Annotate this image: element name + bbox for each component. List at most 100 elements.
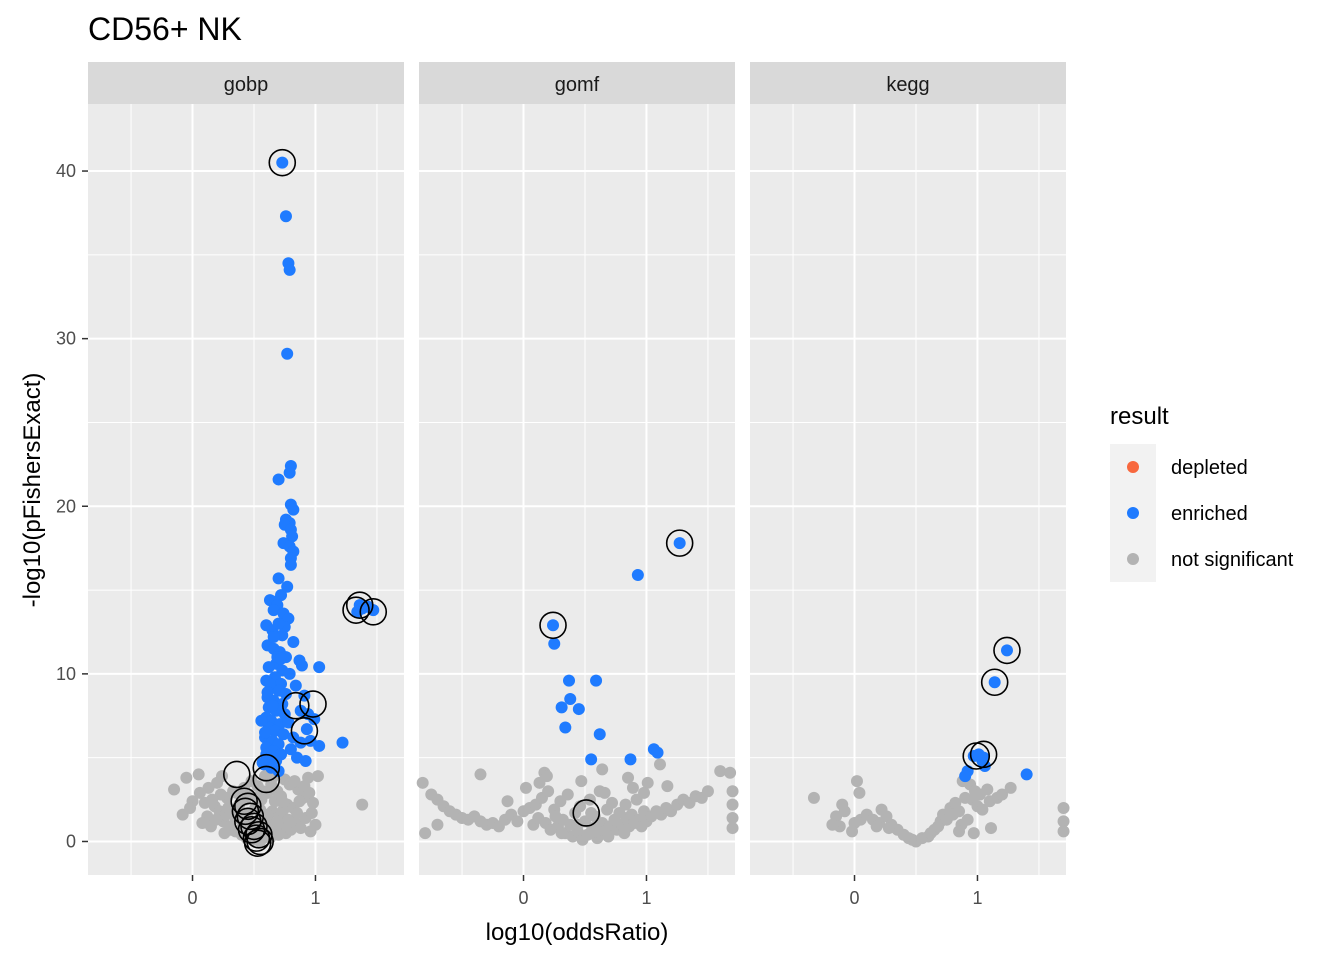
point-not-significant — [701, 785, 714, 798]
legend-key-not-significant — [1127, 553, 1139, 565]
highlight-ring — [290, 717, 319, 745]
point-enriched — [281, 580, 294, 593]
point-not-significant — [209, 813, 222, 826]
point-not-significant — [641, 776, 654, 789]
point-not-significant — [807, 791, 820, 804]
point-enriched — [959, 770, 972, 783]
y-axis-title: -log10(pFishersExact) — [19, 373, 46, 608]
point-enriched — [988, 676, 1001, 689]
point-not-significant — [309, 818, 322, 831]
point-enriched — [287, 636, 300, 649]
x-tick-label: 0 — [519, 888, 529, 908]
point-not-significant — [501, 795, 514, 808]
point-not-significant — [419, 827, 432, 840]
point-not-significant — [1057, 825, 1070, 838]
point-not-significant — [1057, 815, 1070, 828]
point-not-significant — [549, 810, 562, 823]
point-enriched — [590, 674, 603, 687]
point-not-significant — [653, 758, 666, 771]
point-not-significant — [575, 775, 588, 788]
point-not-significant — [1057, 801, 1070, 814]
point-not-significant — [180, 771, 193, 784]
point-not-significant — [996, 788, 1009, 801]
point-not-significant — [826, 818, 839, 831]
point-not-significant — [311, 770, 324, 783]
highlight-ring — [252, 753, 281, 782]
point-not-significant — [305, 806, 318, 819]
point-enriched — [593, 728, 606, 741]
point-enriched — [631, 568, 644, 581]
point-not-significant — [953, 825, 966, 838]
point-not-significant — [981, 783, 994, 796]
point-not-significant — [726, 785, 739, 798]
facet-points — [416, 529, 739, 846]
point-not-significant — [239, 793, 252, 806]
highlight-ring — [345, 591, 374, 619]
point-enriched — [559, 721, 572, 734]
point-not-significant — [870, 820, 883, 833]
highlight-ring — [240, 812, 268, 841]
point-not-significant — [622, 771, 635, 784]
point-enriched — [313, 739, 326, 752]
point-enriched — [284, 558, 297, 571]
point-enriched — [555, 701, 568, 714]
x-tick-label: 0 — [188, 888, 198, 908]
point-enriched — [299, 755, 312, 768]
facet-gomf: gomf 0 1 — [416, 62, 739, 908]
point-not-significant — [202, 781, 215, 794]
point-enriched — [279, 210, 292, 223]
point-enriched — [267, 604, 280, 617]
point-not-significant — [294, 822, 307, 835]
facet-strip-label: kegg — [886, 74, 929, 96]
point-enriched — [272, 572, 285, 585]
point-enriched — [1000, 644, 1013, 657]
highlight-ring — [231, 797, 260, 826]
legend-key-depleted — [1127, 461, 1139, 473]
point-not-significant — [585, 806, 598, 819]
point-enriched — [336, 736, 349, 749]
point-not-significant — [961, 813, 974, 826]
highlight-ring — [243, 829, 272, 857]
point-enriched — [547, 619, 560, 632]
point-enriched — [1020, 768, 1033, 781]
highlight-ring — [969, 740, 998, 769]
y-tick-label: 10 — [56, 664, 76, 684]
point-not-significant — [714, 765, 727, 778]
highlight-ring — [281, 691, 310, 720]
point-not-significant — [598, 786, 611, 799]
point-not-significant — [661, 780, 674, 793]
point-enriched — [279, 687, 292, 700]
x-tick-label: 0 — [850, 888, 860, 908]
point-not-significant — [184, 801, 197, 814]
facet-strip — [419, 62, 735, 104]
point-enriched — [286, 530, 299, 543]
point-not-significant — [168, 783, 181, 796]
x-tick-label: 1 — [310, 888, 320, 908]
point-enriched — [289, 679, 302, 692]
legend-key-enriched — [1127, 507, 1139, 519]
point-not-significant — [976, 803, 989, 816]
y-tick-label: 30 — [56, 329, 76, 349]
highlight-ring — [234, 792, 262, 821]
point-enriched — [651, 746, 664, 759]
point-enriched — [282, 716, 295, 729]
point-enriched — [267, 630, 280, 643]
facet-strip-label: gobp — [224, 74, 269, 96]
highlight-ring — [299, 690, 327, 718]
legend-label: depleted — [1171, 457, 1248, 479]
point-not-significant — [726, 812, 739, 825]
point-enriched — [563, 674, 576, 687]
point-enriched — [287, 503, 300, 516]
point-not-significant — [726, 822, 739, 835]
point-not-significant — [431, 818, 444, 831]
point-not-significant — [511, 815, 524, 828]
point-not-significant — [416, 776, 429, 789]
point-enriched — [284, 743, 297, 756]
point-enriched — [624, 753, 637, 766]
point-enriched — [283, 466, 296, 479]
point-not-significant — [571, 818, 584, 831]
point-enriched — [262, 661, 275, 674]
point-not-significant — [953, 805, 966, 818]
